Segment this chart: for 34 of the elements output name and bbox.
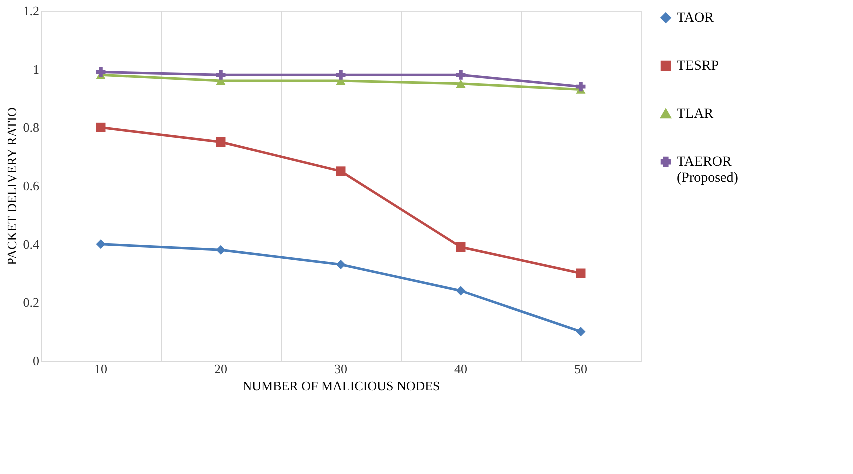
legend-label: TAOR — [677, 11, 715, 26]
legend-label: TESRP — [677, 59, 720, 74]
x-axis-title: NUMBER OF MALICIOUS NODES — [242, 378, 440, 394]
y-tick-label: 1.2 — [23, 4, 40, 18]
x-tick-label: 20 — [214, 362, 228, 376]
point — [456, 286, 466, 296]
point — [336, 166, 346, 176]
point — [216, 70, 226, 80]
point — [96, 240, 106, 250]
y-tick-label: 0.6 — [23, 178, 40, 194]
y-tick-label: 0.2 — [23, 295, 40, 310]
legend-label: TAEROR (Proposed) — [677, 155, 739, 186]
point — [576, 327, 586, 337]
point — [336, 70, 346, 80]
x-tick-label: 50 — [574, 362, 588, 376]
point — [456, 70, 466, 80]
point — [216, 138, 226, 147]
point — [576, 268, 586, 278]
y-tick-label: 1 — [33, 62, 40, 77]
point — [456, 242, 466, 252]
x-tick-label: 10 — [94, 362, 108, 376]
point — [96, 68, 106, 77]
y-tick-label: 0 — [33, 354, 40, 368]
legend-label: TLAR — [677, 107, 714, 122]
point — [336, 260, 346, 270]
point — [456, 80, 466, 88]
x-tick-label: 30 — [334, 362, 348, 376]
point — [576, 82, 586, 92]
point — [216, 245, 226, 255]
y-tick-label: 0.8 — [23, 120, 40, 136]
x-tick-label: 40 — [454, 362, 468, 376]
y-tick-label: 0.4 — [23, 236, 40, 252]
point — [96, 122, 106, 132]
y-axis-title: PACKET DELIVERY RATIO — [4, 108, 20, 266]
